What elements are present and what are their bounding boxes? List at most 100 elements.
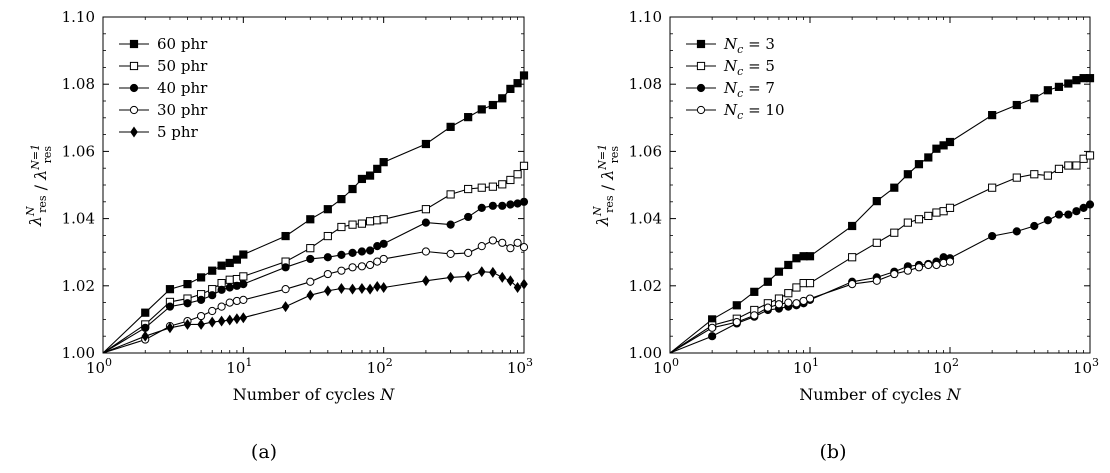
legend: 60 phr 50 phr 40 phr 30 phr 5 phr xyxy=(119,35,208,141)
y-tick-label: 1.02 xyxy=(629,277,662,295)
data-point xyxy=(337,266,346,275)
data-point xyxy=(464,270,472,282)
data-point xyxy=(488,201,497,210)
data-point xyxy=(805,252,815,261)
data-point xyxy=(464,248,473,257)
data-point xyxy=(784,289,793,298)
data-point xyxy=(357,262,367,271)
data-point xyxy=(903,266,912,275)
data-point xyxy=(872,238,881,247)
data-point xyxy=(357,219,367,228)
series-n-c-3 xyxy=(669,74,1095,354)
data-point xyxy=(217,285,226,294)
data-point xyxy=(1012,227,1021,236)
data-point xyxy=(1030,94,1039,103)
data-point xyxy=(323,269,332,279)
data-point xyxy=(945,203,955,212)
data-point xyxy=(519,71,529,80)
panel-caption: (b) xyxy=(820,441,847,463)
data-point xyxy=(208,266,217,275)
data-point xyxy=(1072,161,1081,170)
data-point xyxy=(890,269,899,279)
data-point xyxy=(477,266,486,278)
data-point xyxy=(306,244,315,253)
data-point xyxy=(519,161,529,170)
data-point xyxy=(421,205,431,214)
data-point xyxy=(988,183,997,192)
legend-marker xyxy=(696,61,706,71)
data-point xyxy=(365,217,375,226)
data-point xyxy=(1030,170,1039,179)
chart-panel-a: 100 101 102 103 1.00 1.02 1.04 1.06 1.08 1.10 Numb… xyxy=(24,8,533,404)
legend-label: Nc = 3 xyxy=(723,35,775,56)
data-point xyxy=(1030,221,1039,231)
x-tick-label: 102 xyxy=(367,356,393,377)
series-5-phr xyxy=(102,266,528,354)
data-point xyxy=(520,278,528,290)
data-point xyxy=(446,271,455,283)
data-point xyxy=(337,222,346,232)
legend-marker xyxy=(129,61,139,71)
data-point xyxy=(183,280,192,289)
data-point xyxy=(945,137,955,147)
series-40-phr xyxy=(102,197,529,354)
data-point xyxy=(945,257,955,266)
data-point xyxy=(464,113,473,122)
x-tick-label: 101 xyxy=(793,356,819,377)
x-tick-label: 102 xyxy=(933,356,959,377)
data-point xyxy=(932,208,941,217)
series-n-c-5 xyxy=(669,151,1095,354)
series-line xyxy=(102,165,525,354)
data-point xyxy=(732,317,741,327)
series-line xyxy=(669,154,1091,354)
data-point xyxy=(1043,216,1052,225)
x-axis-title: Number of cycles N xyxy=(233,385,395,404)
chart-panel-b: 100 101 102 103 1.00 1.02 1.04 1.06 1.08 1.10 Numb… xyxy=(591,8,1099,404)
data-point xyxy=(464,184,473,194)
y-tick-label: 1.00 xyxy=(62,344,95,362)
y-tick-label: 1.06 xyxy=(62,142,95,160)
data-point xyxy=(890,228,899,237)
data-point xyxy=(519,197,529,206)
data-point xyxy=(348,184,357,194)
data-point xyxy=(217,261,226,270)
data-point xyxy=(379,239,388,248)
data-point xyxy=(217,302,226,311)
data-point xyxy=(348,283,357,295)
data-point xyxy=(932,144,941,153)
data-point xyxy=(337,250,346,259)
series-n-c-7 xyxy=(669,200,1095,354)
data-point xyxy=(306,215,315,224)
data-point xyxy=(239,312,248,324)
data-point xyxy=(498,94,507,103)
data-point xyxy=(379,158,388,167)
data-point xyxy=(792,283,801,292)
y-tick-label: 1.04 xyxy=(629,210,662,228)
series-line xyxy=(102,201,525,354)
legend-marker xyxy=(696,83,706,93)
y-tick-label: 1.06 xyxy=(629,142,662,160)
series-60-phr xyxy=(102,71,529,354)
y-tick-label: 1.00 xyxy=(629,344,662,362)
data-point xyxy=(421,218,431,227)
data-point xyxy=(477,105,486,114)
data-point xyxy=(513,170,522,179)
data-point xyxy=(1085,200,1095,209)
data-point xyxy=(774,267,784,276)
data-point xyxy=(196,311,206,321)
data-point xyxy=(183,318,192,330)
series-30-phr xyxy=(102,236,529,354)
data-point xyxy=(165,302,175,311)
y-tick-label: 1.08 xyxy=(62,75,95,93)
data-point xyxy=(477,183,486,192)
data-point xyxy=(421,139,431,149)
x-tick-label: 101 xyxy=(226,356,252,377)
data-point xyxy=(348,220,357,229)
legend-label: 60 phr xyxy=(157,35,208,53)
data-point xyxy=(506,244,515,253)
data-point xyxy=(379,215,388,224)
series-n-c-10 xyxy=(669,257,955,354)
data-point xyxy=(498,201,507,210)
series-line xyxy=(102,271,525,354)
data-point xyxy=(708,332,717,341)
